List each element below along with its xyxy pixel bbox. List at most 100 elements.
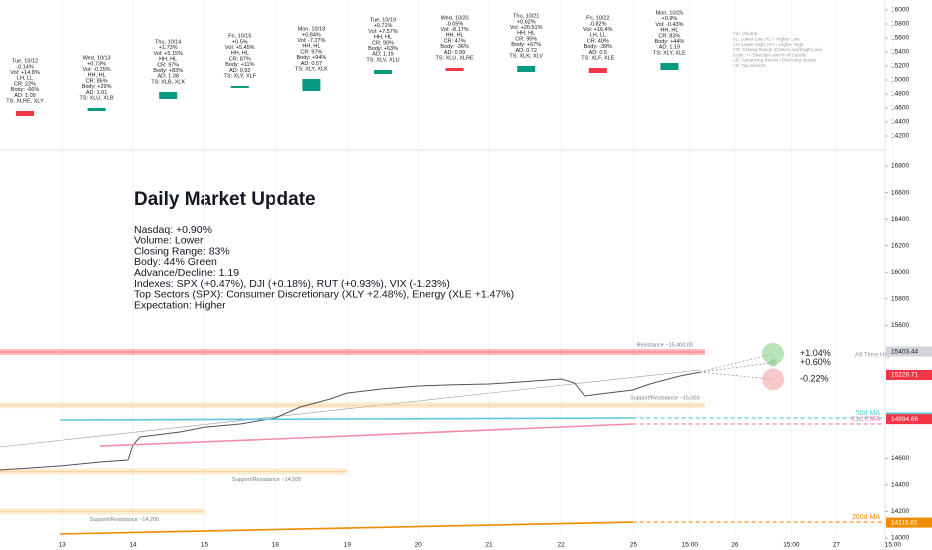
x-tick-label: 22 [558,542,566,549]
price-label: 15226.71 [891,372,918,379]
candle-note: Vol: -0.43% [655,22,683,28]
candle-date: Tue, 10/12 [12,59,38,65]
projection-label: -0.22% [800,374,829,384]
candle-note: Vol: +5.15% [153,51,183,57]
x-tick-label: 14 [129,542,137,549]
price-line [0,371,700,471]
y-tick-label: 14600 [891,105,909,112]
candle-note: HH, HL [88,73,106,79]
projection-line [699,371,774,380]
ma-label: 50d MA [856,410,880,417]
candle-note: LH, LL [17,76,33,82]
projection-label: +0.60% [800,357,831,367]
y-tick-label: 15400 [891,49,909,56]
update-line: Closing Range: 83% [134,245,230,257]
price-label-box [886,414,932,425]
candle-note: -0.05% [446,21,464,27]
y-tick-label: 14400 [891,482,909,489]
candle-note: Body: +11% [225,62,255,68]
price-label-box [886,346,932,357]
y-tick-label: 15000 [891,77,909,84]
y-tick-label: 16600 [891,189,909,196]
y-tick-label: 14800 [891,91,909,98]
level-label: Support/Resistance ~14,500 [232,477,302,483]
candle-body [374,69,392,74]
candle-note: +0.62% [517,19,536,25]
update-line: Expectation: Higher [134,299,226,311]
candle-body [16,111,34,116]
candle-note: Body: +63% [368,46,398,52]
y-tick-label: 15600 [891,35,909,42]
y-tick-label: 14200 [891,133,909,140]
y-tick-label: 15600 [891,322,909,329]
update-line: Top Sectors (SPX): Consumer Discretionar… [134,289,514,301]
legend-note: LH: Lower High, HH = Higher High [733,42,804,47]
x-tick-label: 13 [59,542,67,549]
all-time-high: All Time High [855,352,894,359]
candle-note: Vol: +5.45% [225,45,255,51]
candle-note: +1.73% [159,45,178,51]
candle-note: TS: XLY, XLK [295,66,328,72]
candle-date: Fri, 10/22 [586,16,609,22]
candle-body [517,66,536,73]
candle-note: AD: 1.19 [372,52,393,58]
candle-note: Body: +44% [654,39,684,45]
candle-note: Body: +94% [296,55,326,61]
candle-note: CR: 83% [658,33,680,39]
price-label: 15403.44 [891,348,918,355]
candle-note: TS: XLK, XLV [509,53,543,59]
candle-note: HH, HL [446,33,464,39]
update-line: Nasdaq: +0.90% [134,224,212,236]
moving-average [59,417,633,421]
candle-body [230,86,249,88]
update-line: Advance/Decline: 1.19 [134,267,239,279]
candle-note: +0.73% [87,61,106,67]
candle-note: AD: 0.72 [515,48,536,54]
candle-note: CR: 97% [300,49,322,55]
legend-note: TS: Top Sectors [733,63,766,68]
x-tick-label: 15:00 [885,542,902,549]
legend-note: Body: +/- Direction and % of Candle [733,52,807,57]
candle-note: CR: 40% [587,38,609,44]
level-label: Support/Resistance ~14,200 [90,517,160,523]
candle-note: Vol: +16.4% [583,27,613,33]
update-line: Volume: Lower [134,235,204,247]
candle-note: Vol: -8.17% [441,27,469,33]
candle-note: Vol: -0.25% [83,67,111,73]
x-tick-label: 26 [731,542,739,549]
candle-note: +0.71% [374,23,393,29]
candle-note: CR: 95% [515,36,537,42]
candle-note: CR: 85% [86,78,108,84]
candle-note: HH, HL [302,44,320,50]
legend-note: AD: Advancing Stocks / Declining Stocks [733,58,817,63]
candle-note: AD: 0.92 [229,68,250,74]
candle-date: Tue, 10/19 [370,18,396,24]
candle-note: CR: 22% [14,81,36,87]
y-tick-label: 14200 [891,508,909,515]
legend-note: CR: Closing Range (Close-Low)/(High-Low) [733,47,823,52]
projection-target [762,342,784,365]
candle-note: HH, HL [517,31,535,37]
candle-date: Wed, 10/20 [441,16,469,22]
candle-note: TS: XLU, XLB [79,95,114,101]
update-line: Indexes: SPX (+0.47%), DJI (+0.18%), RUT… [134,278,450,290]
candle-note: HH, HL [660,28,678,34]
x-tick-label: 27 [833,542,841,549]
ma-label: 21d EMA [851,416,880,423]
candle-note: Body: -39% [584,44,613,50]
candle-note: TS: XLY, XLE [653,50,686,56]
candle-note: +0.5% [232,39,248,45]
projection-label: +1.04% [800,348,831,358]
y-tick-label: 15800 [891,296,909,303]
candle-date: Fri, 10/15 [228,34,251,40]
candle-body [660,62,679,70]
candle-note: Body: +29% [82,84,112,90]
x-tick-label: 15:00 [682,542,699,549]
candle-body [159,91,178,99]
moving-average [59,521,633,535]
candle-note: CR: 47% [444,38,466,44]
legend-note: Vol: Volume [733,31,758,36]
candle-date: Wed, 10/13 [83,56,111,62]
candle-note: AD: 1.38 [157,74,178,80]
